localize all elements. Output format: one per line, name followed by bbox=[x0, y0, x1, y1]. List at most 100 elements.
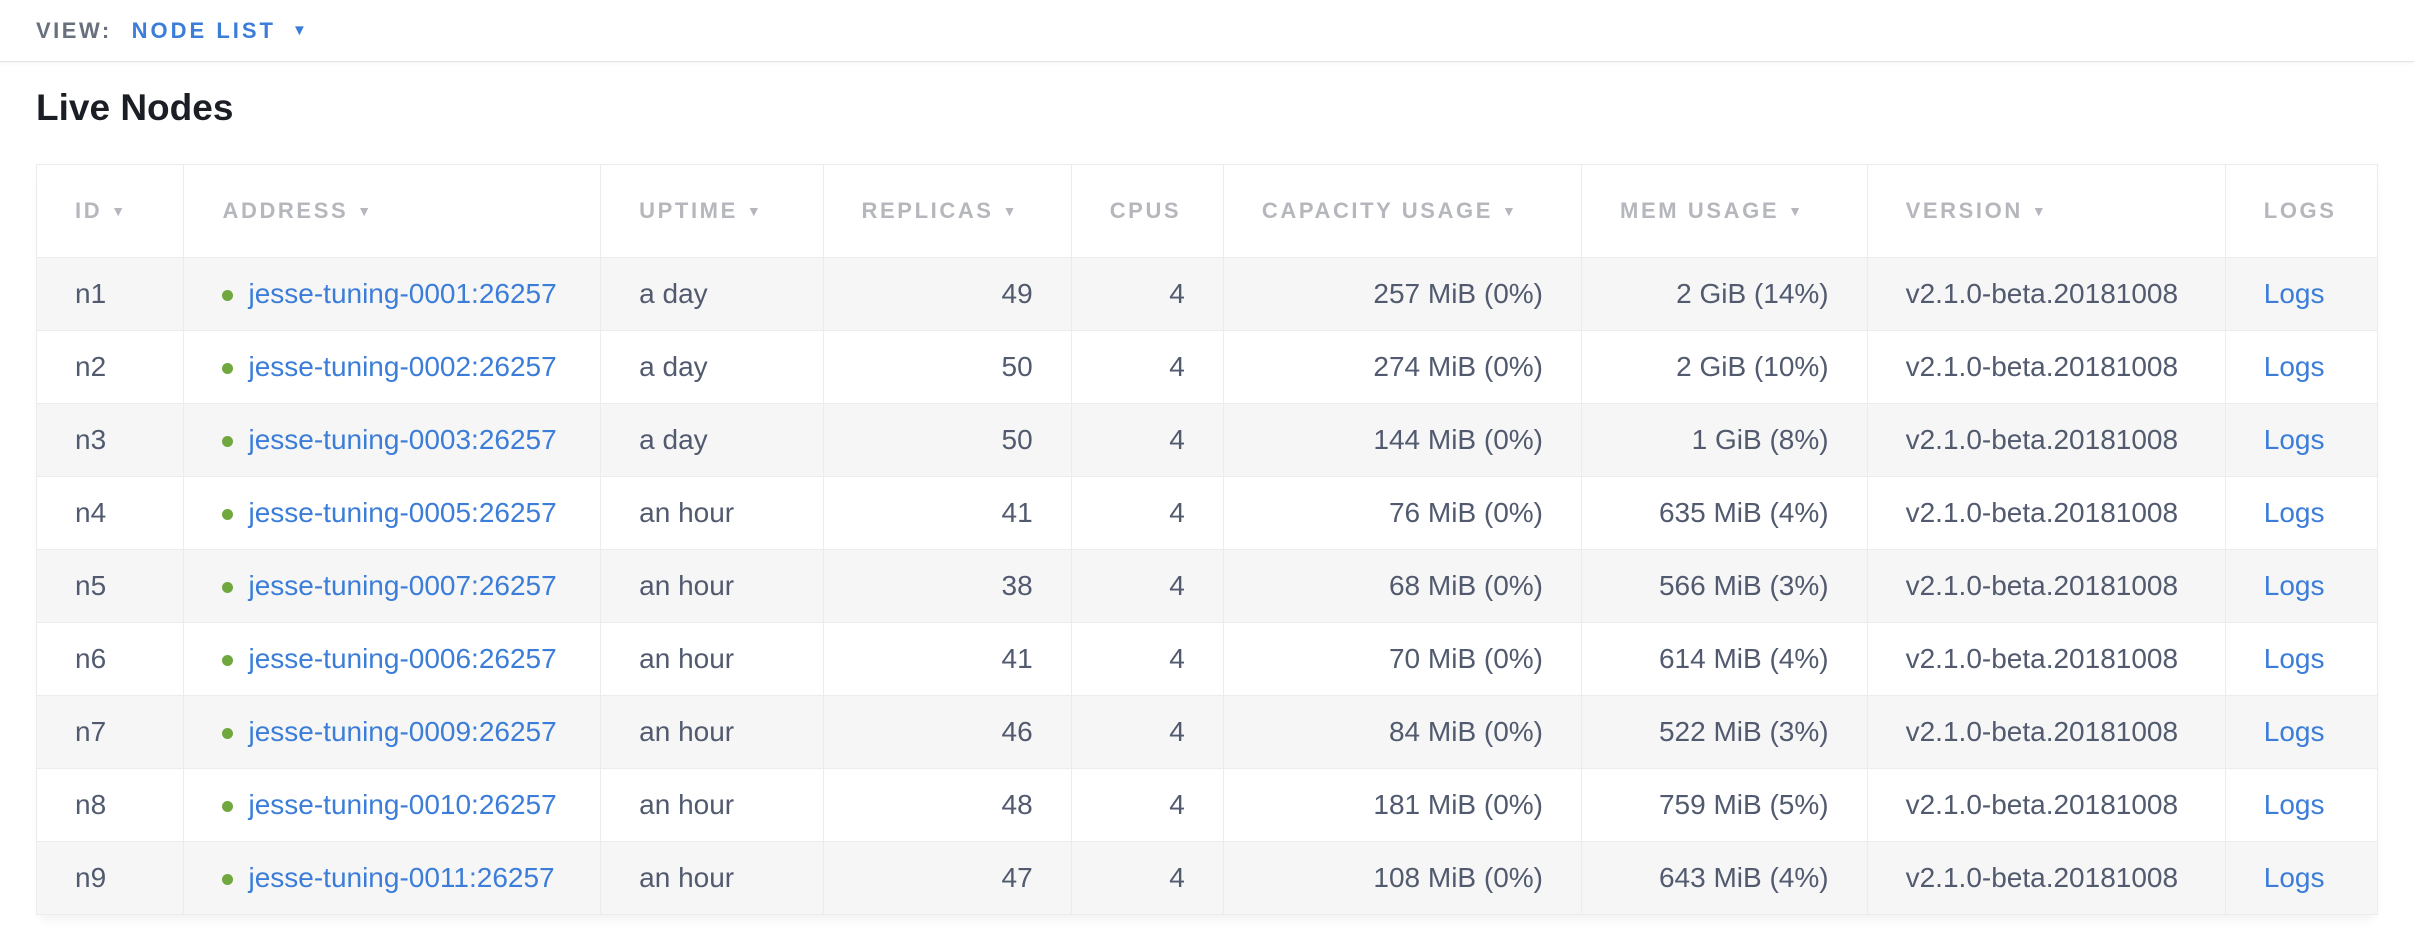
cell-version: v2.1.0-beta.20181008 bbox=[1866, 841, 2226, 915]
cell-replicas: 41 bbox=[822, 622, 1072, 696]
cell-capacity: 70 MiB (0%) bbox=[1222, 622, 1583, 696]
cell-mem: 566 MiB (3%) bbox=[1581, 549, 1868, 623]
cell-replicas: 50 bbox=[822, 403, 1072, 477]
logs-link[interactable]: Logs bbox=[2263, 497, 2325, 528]
address-link[interactable]: jesse-tuning-0006:26257 bbox=[248, 643, 557, 674]
cell-address: jesse-tuning-0005:26257 bbox=[183, 476, 602, 550]
logs-link[interactable]: Logs bbox=[2263, 716, 2325, 747]
view-label: VIEW: bbox=[36, 17, 112, 43]
cell-cpus: 4 bbox=[1070, 403, 1224, 477]
table-row: n1 jesse-tuning-0001:26257 a day 49 4 257 MiB… bbox=[35, 257, 2379, 331]
node-healthy-icon bbox=[222, 436, 234, 447]
table-row: n9 jesse-tuning-0011:26257 an hour 47 4 108 M… bbox=[35, 841, 2379, 915]
sort-desc-icon: ▼ bbox=[1002, 203, 1020, 219]
cell-id: n6 bbox=[35, 622, 185, 696]
address-link[interactable]: jesse-tuning-0011:26257 bbox=[248, 862, 555, 893]
address-link[interactable]: jesse-tuning-0001:26257 bbox=[248, 278, 557, 309]
cell-uptime: an hour bbox=[600, 549, 824, 623]
cell-cpus: 4 bbox=[1070, 549, 1224, 623]
cell-cpus: 4 bbox=[1070, 841, 1224, 915]
cell-replicas: 41 bbox=[822, 476, 1072, 550]
column-header-replicas[interactable]: REPLICAS ▼ bbox=[822, 164, 1072, 258]
cell-version: v2.1.0-beta.20181008 bbox=[1866, 476, 2226, 550]
cell-logs: Logs bbox=[2224, 549, 2379, 623]
logs-link[interactable]: Logs bbox=[2263, 351, 2325, 382]
table-row: n3 jesse-tuning-0003:26257 a day 50 4 144 MiB… bbox=[35, 403, 2379, 477]
cell-version: v2.1.0-beta.20181008 bbox=[1866, 622, 2226, 696]
column-header-mem[interactable]: MEM USAGE ▼ bbox=[1581, 164, 1868, 258]
cell-uptime: an hour bbox=[600, 476, 824, 550]
cell-mem: 1 GiB (8%) bbox=[1581, 403, 1868, 477]
node-healthy-icon bbox=[222, 582, 234, 593]
cell-replicas: 47 bbox=[822, 841, 1072, 915]
cell-capacity: 68 MiB (0%) bbox=[1222, 549, 1583, 623]
cell-cpus: 4 bbox=[1070, 622, 1224, 696]
logs-link[interactable]: Logs bbox=[2263, 278, 2325, 309]
cell-capacity: 144 MiB (0%) bbox=[1222, 403, 1583, 477]
cell-capacity: 274 MiB (0%) bbox=[1222, 330, 1583, 404]
column-header-id[interactable]: ID ▼ bbox=[35, 164, 185, 258]
column-header-label: CAPACITY USAGE bbox=[1261, 198, 1494, 223]
cell-capacity: 84 MiB (0%) bbox=[1222, 695, 1583, 769]
address-link[interactable]: jesse-tuning-0002:26257 bbox=[248, 351, 557, 382]
logs-link[interactable]: Logs bbox=[2263, 789, 2325, 820]
cell-uptime: an hour bbox=[600, 841, 824, 915]
cell-replicas: 49 bbox=[822, 257, 1072, 331]
cell-id: n3 bbox=[35, 403, 185, 477]
cell-logs: Logs bbox=[2224, 257, 2379, 331]
table-row: n2 jesse-tuning-0002:26257 a day 50 4 274 MiB… bbox=[35, 330, 2379, 404]
cell-capacity: 108 MiB (0%) bbox=[1222, 841, 1583, 915]
live-nodes-table: ID ▼ ADDRESS ▼ UPTIME ▼ REPLICAS ▼ CPUS CAPACITY … bbox=[35, 164, 2379, 915]
sort-desc-icon: ▼ bbox=[1502, 203, 1519, 219]
column-header-uptime[interactable]: UPTIME ▼ bbox=[600, 164, 824, 258]
cell-logs: Logs bbox=[2224, 330, 2379, 404]
column-header-label: VERSION bbox=[1905, 198, 2023, 223]
cell-mem: 643 MiB (4%) bbox=[1581, 841, 1868, 915]
sort-desc-icon: ▼ bbox=[111, 203, 128, 219]
cell-replicas: 38 bbox=[822, 549, 1072, 623]
table-row: n4 jesse-tuning-0005:26257 an hour 41 4 76 Mi… bbox=[35, 476, 2379, 550]
logs-link[interactable]: Logs bbox=[2263, 862, 2325, 893]
address-link[interactable]: jesse-tuning-0010:26257 bbox=[248, 789, 557, 820]
cell-uptime: a day bbox=[600, 403, 824, 477]
cell-version: v2.1.0-beta.20181008 bbox=[1866, 768, 2226, 842]
column-header-label: ADDRESS bbox=[222, 198, 349, 223]
cell-logs: Logs bbox=[2224, 768, 2379, 842]
address-link[interactable]: jesse-tuning-0005:26257 bbox=[248, 497, 557, 528]
cell-logs: Logs bbox=[2224, 695, 2379, 769]
cell-cpus: 4 bbox=[1070, 257, 1224, 331]
cell-id: n5 bbox=[35, 549, 185, 623]
cell-replicas: 50 bbox=[822, 330, 1072, 404]
page-title: Live Nodes bbox=[36, 87, 234, 128]
cell-cpus: 4 bbox=[1070, 695, 1224, 769]
sort-desc-icon: ▼ bbox=[1788, 203, 1805, 219]
cell-mem: 759 MiB (5%) bbox=[1581, 768, 1868, 842]
cell-address: jesse-tuning-0007:26257 bbox=[183, 549, 602, 623]
column-header-address[interactable]: ADDRESS ▼ bbox=[183, 164, 602, 258]
address-link[interactable]: jesse-tuning-0007:26257 bbox=[248, 570, 557, 601]
address-link[interactable]: jesse-tuning-0009:26257 bbox=[248, 716, 557, 747]
address-link[interactable]: jesse-tuning-0003:26257 bbox=[248, 424, 557, 455]
cell-cpus: 4 bbox=[1070, 476, 1224, 550]
column-header-version[interactable]: VERSION ▼ bbox=[1866, 164, 2226, 258]
logs-link[interactable]: Logs bbox=[2263, 570, 2325, 601]
column-header-logs: LOGS bbox=[2224, 164, 2379, 258]
logs-link[interactable]: Logs bbox=[2263, 424, 2325, 455]
view-selector-dropdown[interactable]: NODE LIST ▼ bbox=[132, 18, 307, 44]
cell-capacity: 257 MiB (0%) bbox=[1222, 257, 1583, 331]
cell-mem: 635 MiB (4%) bbox=[1581, 476, 1868, 550]
cell-cpus: 4 bbox=[1070, 768, 1224, 842]
table-row: n7 jesse-tuning-0009:26257 an hour 46 4 84 Mi… bbox=[35, 695, 2379, 769]
selected-view-label: NODE LIST bbox=[131, 17, 276, 43]
content-area: Live Nodes ID ▼ ADDRESS ▼ UPTIME ▼ REPLICAS ▼ CP… bbox=[0, 86, 2414, 915]
column-header-label: CPUS bbox=[1109, 198, 1182, 223]
node-healthy-icon bbox=[222, 363, 234, 374]
logs-link[interactable]: Logs bbox=[2263, 643, 2325, 674]
cell-capacity: 181 MiB (0%) bbox=[1222, 768, 1583, 842]
sort-desc-icon: ▼ bbox=[746, 203, 764, 219]
column-header-label: UPTIME bbox=[639, 198, 738, 223]
view-bar: VIEW: NODE LIST ▼ bbox=[0, 0, 2414, 62]
column-header-label: LOGS bbox=[2263, 198, 2337, 223]
cell-address: jesse-tuning-0009:26257 bbox=[183, 695, 602, 769]
column-header-capacity[interactable]: CAPACITY USAGE ▼ bbox=[1222, 164, 1583, 258]
